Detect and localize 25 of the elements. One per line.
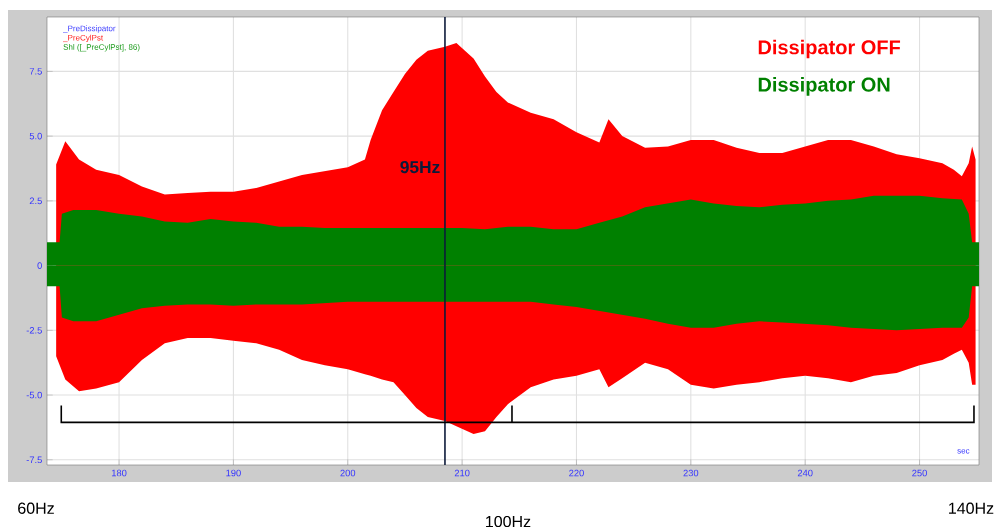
text: 100Hz xyxy=(486,515,531,527)
y-tick-label: -7.5 xyxy=(26,456,42,463)
y-tick-label: 0 xyxy=(37,262,42,269)
x-tick-label: 230 xyxy=(683,469,699,477)
y-tick-label: -2.5 xyxy=(26,326,42,334)
x-tick-label: 190 xyxy=(226,469,241,477)
x-tick-label: 180 xyxy=(111,469,127,477)
y-tick-label: 5.0 xyxy=(29,132,42,140)
x-tick-label: 240 xyxy=(797,469,813,477)
text: Dissipator ON xyxy=(758,76,890,96)
text: 140Hz xyxy=(949,502,994,514)
x-tick-label: 210 xyxy=(454,469,470,477)
y-tick-label: -5.0 xyxy=(26,391,42,399)
text: 60Hz xyxy=(18,502,54,514)
ref-line-label: 95Hz xyxy=(400,160,440,174)
y-tick-label: 7.5 xyxy=(29,68,42,75)
x-axis-title: sec xyxy=(957,449,970,454)
annotation: _PreCylPst xyxy=(62,34,104,42)
x-tick-label: 250 xyxy=(912,469,927,477)
x-tick-label: 220 xyxy=(569,469,584,477)
annotation: _PreDissipator xyxy=(62,25,116,33)
annotation: Shl ([_PreCylPst], 86) xyxy=(63,43,140,52)
x-tick-label: 200 xyxy=(340,469,356,477)
y-tick-label: 2.5 xyxy=(29,197,42,205)
text: Dissipator OFF xyxy=(758,39,901,59)
